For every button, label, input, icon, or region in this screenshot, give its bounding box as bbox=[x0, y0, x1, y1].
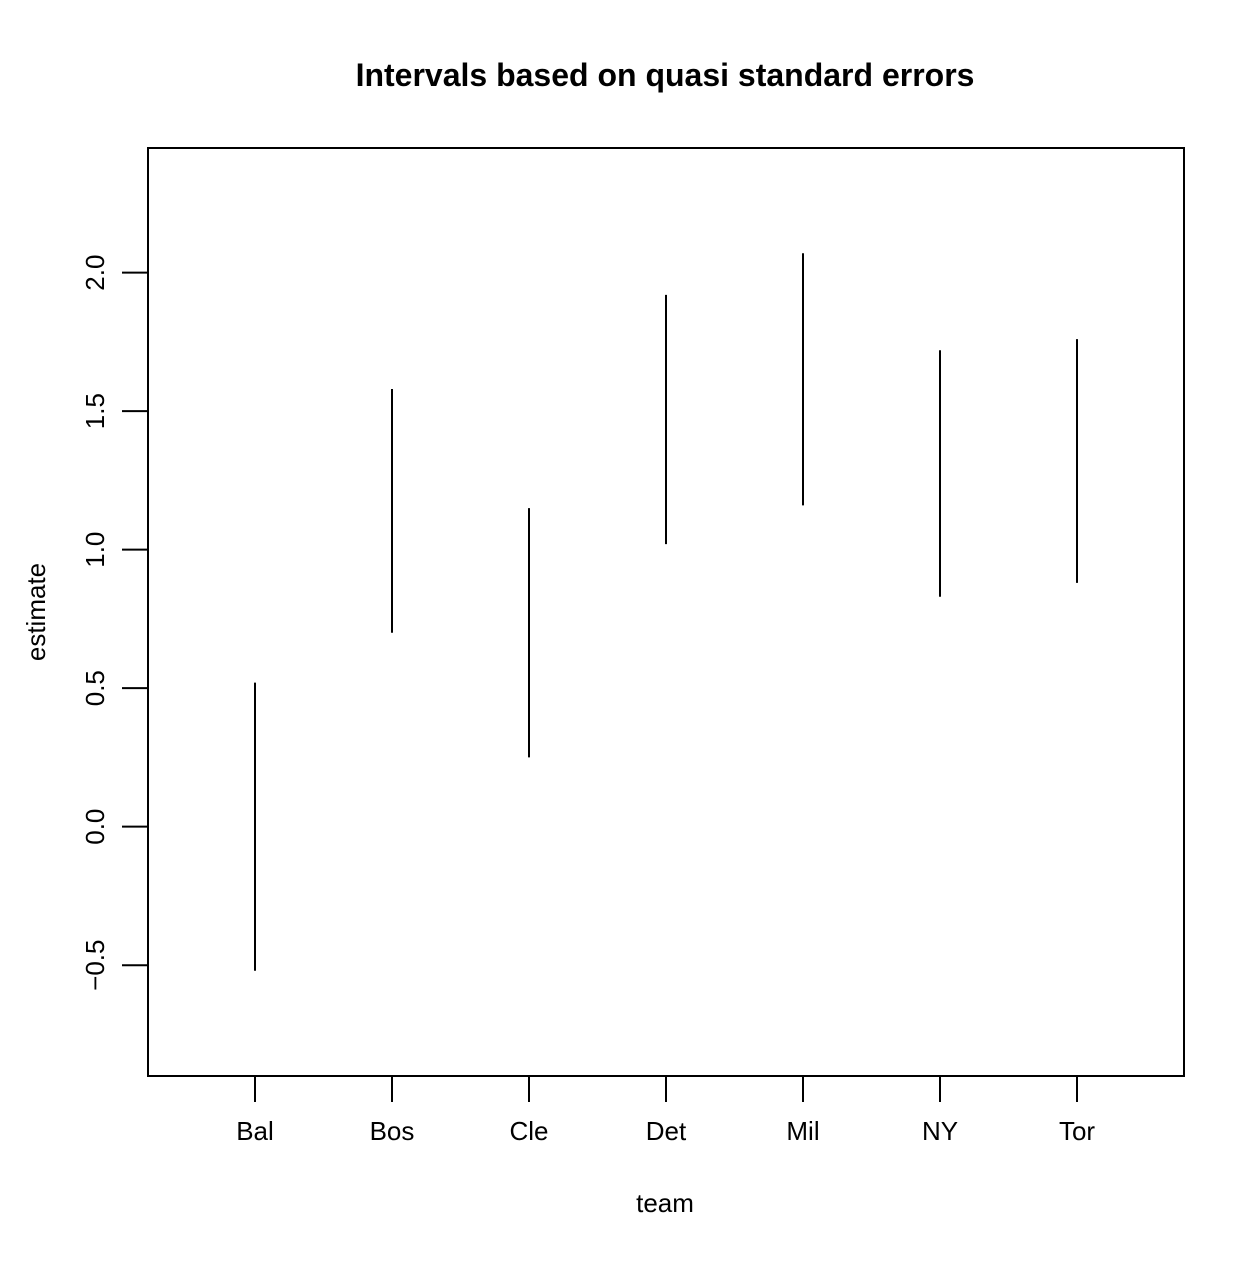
y-axis: −0.5 0.0 0.5 1.0 1.5 2.0 bbox=[80, 255, 148, 991]
x-tick-label: Bal bbox=[236, 1116, 274, 1146]
interval-series bbox=[254, 253, 1078, 971]
y-axis-label: estimate bbox=[21, 563, 51, 661]
x-tick-label: Bos bbox=[370, 1116, 415, 1146]
x-tick-label: NY bbox=[922, 1116, 958, 1146]
y-tick-label: −0.5 bbox=[80, 940, 110, 991]
y-tick-label: 0.0 bbox=[80, 809, 110, 845]
x-tick-label: Tor bbox=[1059, 1116, 1095, 1146]
chart-title: Intervals based on quasi standard errors bbox=[356, 57, 975, 93]
y-tick-label: 0.5 bbox=[80, 670, 110, 706]
x-axis-label: team bbox=[636, 1188, 694, 1218]
y-tick-label: 1.5 bbox=[80, 393, 110, 429]
x-tick-label: Mil bbox=[786, 1116, 819, 1146]
x-tick-label: Cle bbox=[509, 1116, 548, 1146]
x-axis: Bal Bos Cle Det Mil NY Tor bbox=[236, 1076, 1095, 1146]
y-tick-label: 1.0 bbox=[80, 532, 110, 568]
y-tick-label: 2.0 bbox=[80, 255, 110, 291]
plot-frame bbox=[147, 147, 1185, 1077]
x-tick-label: Det bbox=[646, 1116, 687, 1146]
